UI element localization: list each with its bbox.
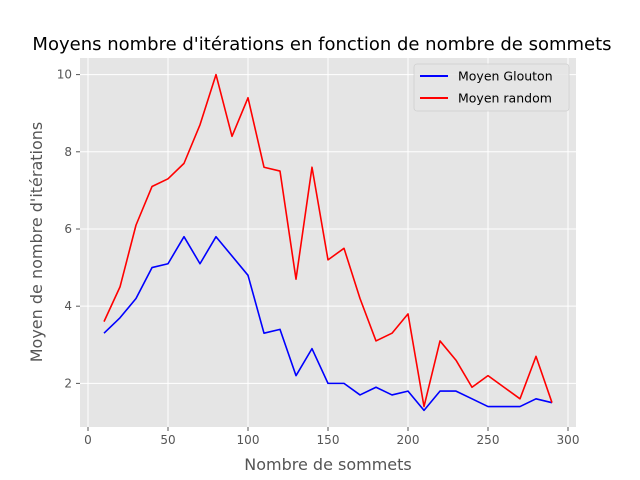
x-tick-label: 150 <box>317 433 340 447</box>
y-tick-label: 10 <box>57 68 72 82</box>
series-lines <box>103 73 553 412</box>
legend-label-moyen-glouton: Moyen Glouton <box>458 69 553 84</box>
legend: Moyen Glouton Moyen random <box>413 63 570 112</box>
series-line-moyen-glouton <box>103 235 553 412</box>
y-tick-label: 8 <box>64 145 72 159</box>
x-tick-label: 200 <box>397 433 420 447</box>
legend-box <box>413 63 570 112</box>
legend-label-moyen-random: Moyen random <box>458 91 552 106</box>
y-tick-label: 2 <box>64 376 72 390</box>
x-tick-label: 0 <box>84 433 92 447</box>
y-tick-label: 4 <box>64 299 72 313</box>
x-tick-label: 50 <box>160 433 175 447</box>
x-tick-label: 300 <box>557 433 580 447</box>
chart-title: Moyens nombre d'itérations en fonction d… <box>32 34 611 55</box>
axis-ticks: 0 50 100 150 200 250 300 2 4 6 8 10 <box>57 68 580 447</box>
x-tick-label: 250 <box>477 433 500 447</box>
series-line-moyen-random <box>103 73 553 408</box>
x-axis-title: Nombre de sommets <box>244 455 412 474</box>
y-axis-title: Moyen de nombre d'itérations <box>27 122 46 363</box>
x-tick-label: 100 <box>237 433 260 447</box>
y-tick-label: 6 <box>64 222 72 236</box>
